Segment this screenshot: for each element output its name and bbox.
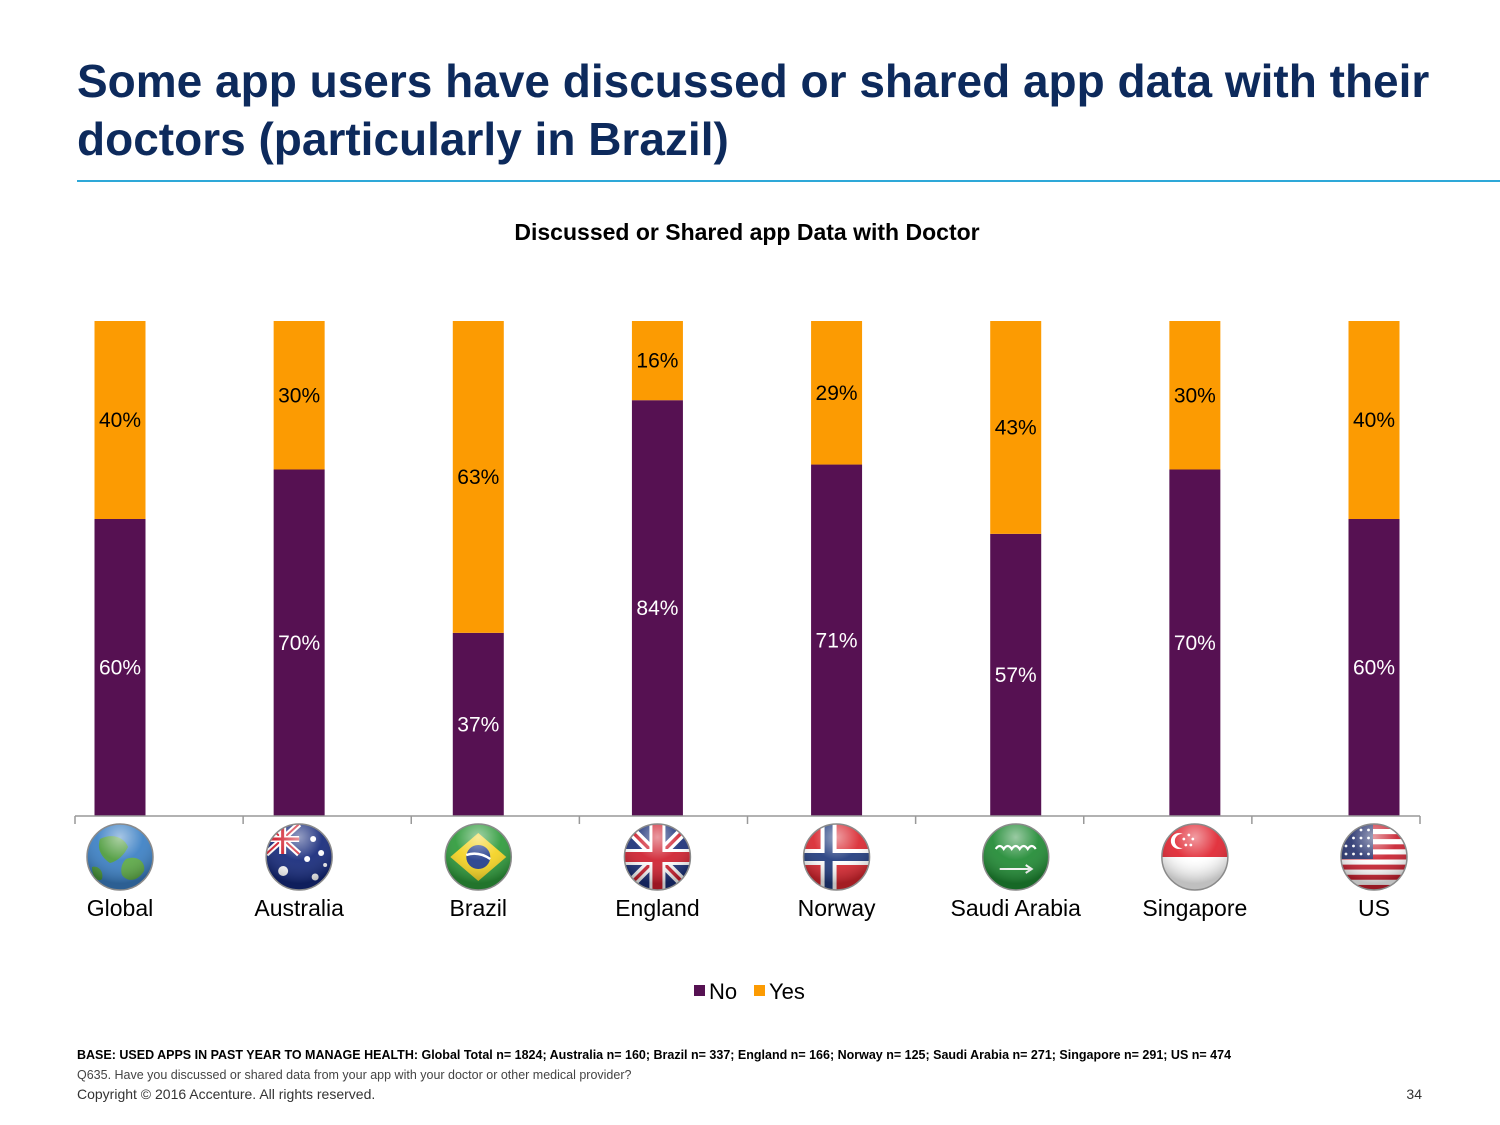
- data-label-yes: 43%: [995, 416, 1037, 439]
- category-label: Global: [87, 895, 153, 921]
- legend: No Yes: [694, 979, 805, 1004]
- data-label-yes: 29%: [816, 382, 858, 405]
- bar-yes-us: [1348, 321, 1400, 519]
- england-flag-icon: [623, 823, 692, 891]
- page-number: 34: [1406, 1086, 1422, 1102]
- data-label-yes: 16%: [636, 350, 678, 373]
- category-label: Norway: [798, 895, 876, 921]
- singapore-flag-icon: [1161, 823, 1229, 891]
- category-label: Australia: [254, 895, 344, 921]
- bar-yes-england: [631, 321, 683, 401]
- bar-no-saudi-arabia: [990, 533, 1042, 816]
- bar-no-england: [631, 400, 683, 816]
- category-label: Saudi Arabia: [950, 895, 1081, 921]
- australia-flag-icon: [265, 823, 333, 891]
- us-flag-icon: [1340, 823, 1408, 891]
- question-note: Q635. Have you discussed or shared data …: [77, 1068, 632, 1082]
- legend-label-yes: Yes: [769, 979, 805, 1004]
- category-label: Brazil: [450, 895, 508, 921]
- legend-label-no: No: [709, 979, 737, 1004]
- data-label-no: 57%: [995, 664, 1037, 687]
- bar-yes-singapore: [1169, 321, 1221, 470]
- data-label-no: 37%: [457, 713, 499, 736]
- bar-yes-brazil: [452, 321, 504, 633]
- category-label: US: [1358, 895, 1390, 921]
- category-label: England: [615, 895, 699, 921]
- bar-no-norway: [811, 464, 863, 816]
- plot-area: 60% 40% Global 70% 30% Australia 37% 63% Brazil 8…: [74, 321, 1421, 921]
- saudi-arabia-flag-icon: [981, 823, 1050, 891]
- data-label-yes: 30%: [278, 384, 320, 407]
- category-label: Singapore: [1142, 895, 1247, 921]
- slide-title: Some app users have discussed or shared …: [77, 55, 1430, 165]
- data-label-yes: 40%: [99, 409, 141, 432]
- globe-icon: [86, 823, 154, 891]
- bar-no-singapore: [1169, 469, 1221, 816]
- legend-swatch-no: [694, 985, 705, 996]
- data-label-no: 60%: [99, 657, 141, 680]
- bar-no-brazil: [452, 632, 504, 816]
- bar-no-australia: [273, 469, 325, 816]
- data-label-yes: 30%: [1174, 384, 1216, 407]
- data-label-yes: 63%: [457, 466, 499, 489]
- data-label-no: 71%: [816, 629, 858, 652]
- norway-flag-icon: [802, 823, 871, 891]
- data-label-yes: 40%: [1353, 409, 1395, 432]
- title-divider: [77, 180, 1500, 182]
- bar-no-global: [94, 519, 146, 816]
- data-label-no: 70%: [1174, 632, 1216, 655]
- chart-title: Discussed or Shared app Data with Doctor: [514, 219, 979, 245]
- bar-yes-australia: [273, 321, 325, 470]
- legend-swatch-yes: [754, 985, 765, 996]
- data-label-no: 70%: [278, 632, 320, 655]
- stacked-bar-chart: Discussed or Shared app Data with Doctor…: [74, 219, 1421, 1004]
- copyright: Copyright © 2016 Accenture. All rights r…: [77, 1086, 376, 1102]
- base-note: BASE: USED APPS IN PAST YEAR TO MANAGE H…: [77, 1048, 1232, 1062]
- data-label-no: 60%: [1353, 657, 1395, 680]
- brazil-flag-icon: [444, 823, 513, 891]
- bar-yes-norway: [811, 321, 863, 465]
- bar-yes-saudi-arabia: [990, 321, 1042, 534]
- bar-no-us: [1348, 519, 1400, 816]
- data-label-no: 84%: [636, 597, 678, 620]
- bar-yes-global: [94, 321, 146, 519]
